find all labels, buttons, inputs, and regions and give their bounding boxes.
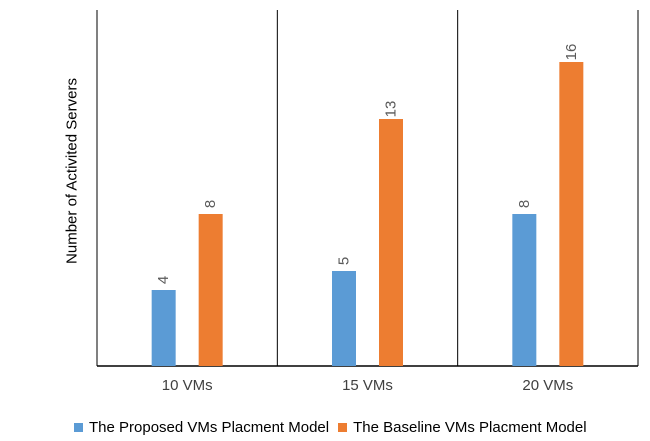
bar [332,271,356,366]
data-label: 8 [202,200,219,208]
bar [512,214,537,366]
x-tick-label: 15 VMs [342,377,393,394]
x-tick-label: 10 VMs [162,377,213,394]
legend-label: The Baseline VMs Placment Model [353,419,587,436]
bar [559,62,584,366]
bar [151,290,176,366]
legend-label: The Proposed VMs Placment Model [89,419,330,436]
legend: The Proposed VMs Placment Model The Basel… [74,419,596,436]
data-label: 16 [563,44,580,61]
bar [379,119,403,366]
legend-swatch [338,423,348,432]
data-label: 13 [383,101,400,118]
data-label: 8 [516,200,533,208]
legend-item: The Proposed VMs Placment Model [74,419,329,436]
x-tick-label: 20 VMs [522,377,573,394]
data-label: 4 [155,276,172,284]
legend-item: The Baseline VMs Placment Model [338,419,587,436]
data-label: 5 [336,257,353,265]
legend-swatch [74,423,83,432]
bar [198,214,223,366]
